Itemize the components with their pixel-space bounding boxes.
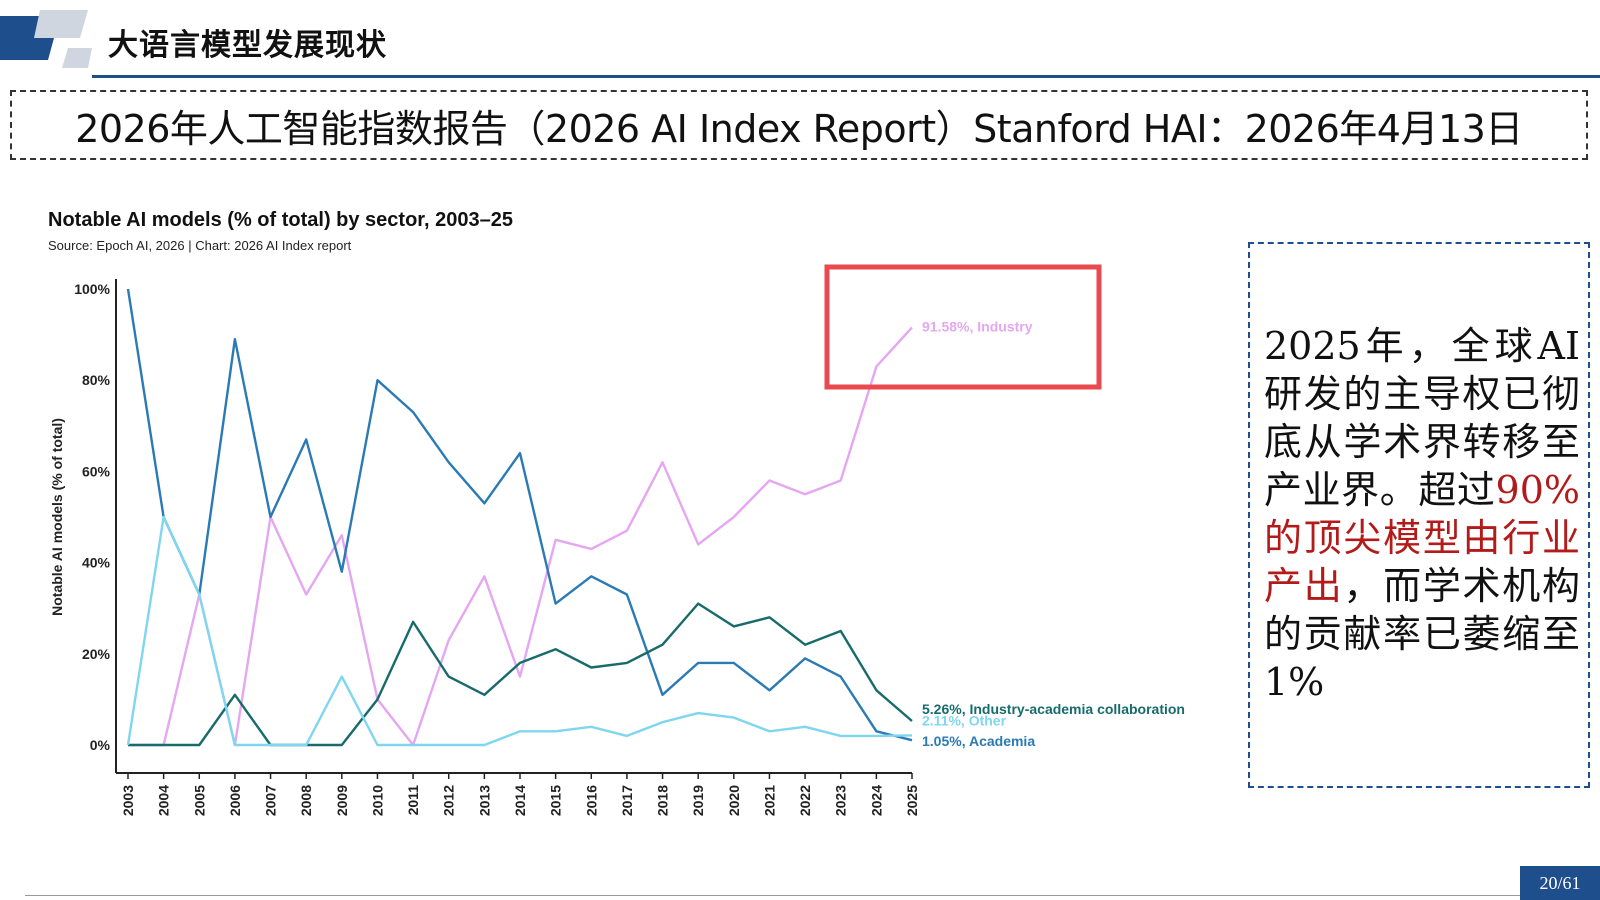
x-tick-label: 2012	[441, 785, 457, 816]
x-tick-label: 2016	[583, 785, 599, 816]
series-end-label: 91.58%, Industry	[922, 318, 1033, 334]
x-tick-label: 2004	[156, 785, 172, 816]
summary-text: 2025年，全球AI研发的主导权已彻底从学术界转移至产业界。超过90%的顶尖模型…	[1264, 322, 1580, 706]
series-line-industry	[128, 326, 913, 747]
x-tick-label: 2014	[512, 785, 528, 816]
series-end-label: 1.05%, Academia	[922, 733, 1035, 749]
x-tick-label: 2023	[833, 785, 849, 816]
x-tick-label: 2003	[120, 785, 136, 816]
sector-chart: 0% 20% 40% 60% 80% 100% 2003 2004 2005 2006 2007 20…	[40, 205, 1240, 845]
x-tick-label: 2020	[726, 785, 742, 816]
y-tick-label: 80%	[82, 372, 111, 388]
x-tick-label: 2019	[690, 785, 706, 816]
report-banner-text: 2026年人工智能指数报告（2026 AI Index Report）Stanf…	[75, 106, 1523, 151]
x-tick-label: 2006	[227, 785, 243, 816]
x-tick-label: 2021	[761, 785, 777, 816]
slide-title: 大语言模型发展现状	[108, 28, 387, 63]
series-end-label: 5.26%, Industry-academia collaboration	[922, 701, 1185, 717]
series-end-label: 2.11%, Other	[922, 712, 1007, 728]
x-tick-label: 2009	[334, 785, 350, 816]
y-tick-label: 40%	[82, 555, 111, 571]
y-tick-label: 0%	[90, 737, 111, 753]
x-tick-label: 2024	[868, 785, 884, 816]
y-axis-label: Notable AI models (% of total)	[49, 418, 65, 616]
summary-text-highlight: 90%的顶尖模型由行业产出	[1264, 468, 1580, 608]
series-line-academia	[126, 288, 913, 742]
series-line-industry-academia-collaboration	[128, 602, 913, 747]
y-tick-label: 60%	[82, 463, 111, 479]
summary-text-end: ，而学术机构的贡献率已萎缩至1%	[1264, 564, 1580, 704]
highlight-rectangle	[824, 264, 1102, 390]
chart-title: Notable AI models (% of total) by sector…	[48, 209, 513, 231]
series-line-other	[126, 515, 913, 747]
x-tick-label: 2008	[298, 785, 314, 816]
chart-canvas: 0% 20% 40% 60% 80% 100% 2003 2004 2005 2006 2007 20…	[49, 264, 1185, 816]
x-tick-label: 2025	[904, 785, 920, 816]
x-tick-label: 2015	[548, 785, 564, 816]
chart-source: Source: Epoch AI, 2026 | Chart: 2026 AI …	[48, 238, 352, 253]
report-banner: 2026年人工智能指数报告（2026 AI Index Report）Stanf…	[10, 90, 1588, 160]
y-tick-label: 100%	[74, 281, 110, 297]
footer-divider	[25, 895, 1520, 896]
x-tick-label: 2018	[655, 785, 671, 816]
x-tick-label: 2013	[476, 785, 492, 816]
x-tick-label: 2005	[191, 785, 207, 816]
y-tick-label: 20%	[82, 646, 111, 662]
header-divider	[92, 75, 1600, 78]
summary-note: 2025年，全球AI研发的主导权已彻底从学术界转移至产业界。超过90%的顶尖模型…	[1248, 242, 1590, 788]
x-tick-label: 2007	[263, 785, 279, 816]
x-tick-label: 2022	[797, 785, 813, 816]
summary-text-start: 2025年，全球AI研发的主导权已彻底从学术界转移至产业界。超过	[1264, 324, 1580, 512]
logo-icon	[0, 10, 92, 68]
page-number: 20/61	[1520, 866, 1600, 900]
x-tick-label: 2010	[369, 785, 385, 816]
x-tick-label: 2017	[619, 785, 635, 816]
x-tick-label: 2011	[405, 785, 421, 816]
